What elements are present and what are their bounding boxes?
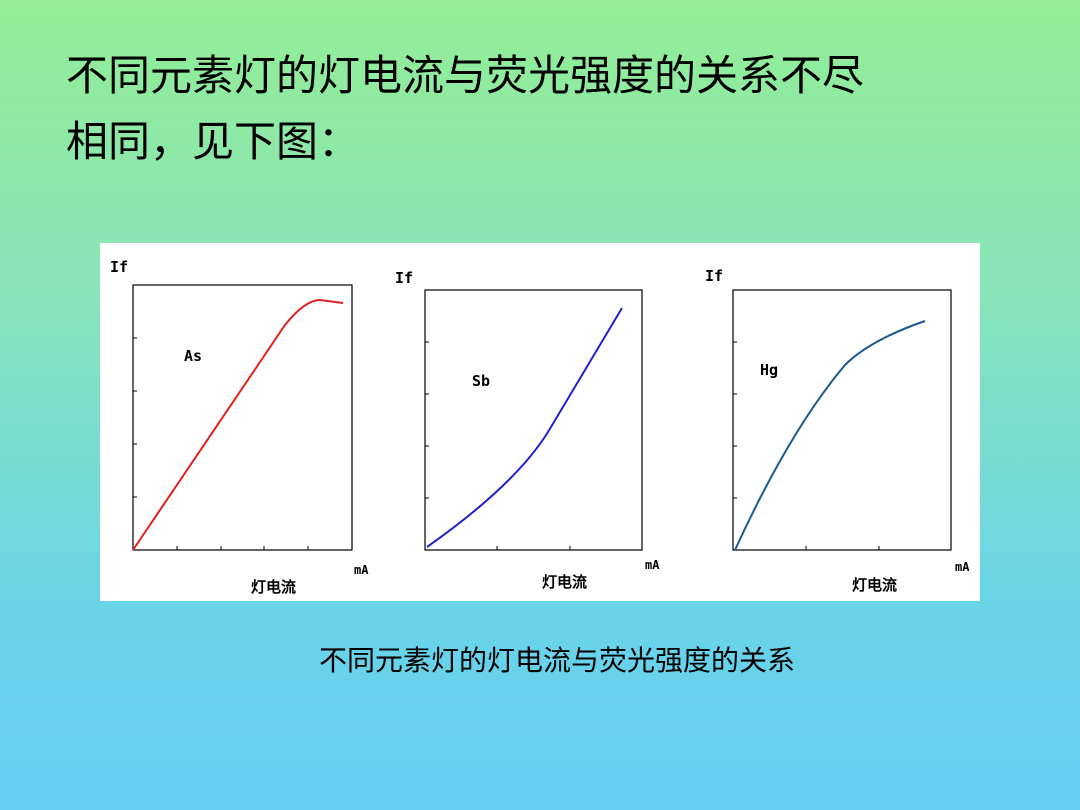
title-line: 不同元素灯的灯电流与荧光强度的关系不尽 (66, 51, 865, 100)
x-unit: mA (645, 558, 660, 572)
curve-as (132, 298, 344, 551)
curve-label: Hg (760, 361, 778, 379)
curve-label: Sb (472, 372, 490, 390)
x-label: 灯电流 (251, 578, 296, 596)
x-unit: mA (955, 560, 970, 574)
y-label: If (705, 267, 723, 285)
title-line: 相同，见下图： (66, 117, 361, 166)
x-label: 灯电流 (852, 576, 897, 594)
x-label: 灯电流 (542, 573, 587, 591)
y-label: If (110, 258, 128, 276)
curve-hg (734, 320, 926, 551)
y-label: If (395, 269, 413, 287)
curve-label: As (184, 347, 202, 365)
axes (132, 284, 952, 551)
figure-panel (100, 243, 980, 601)
curve-sb (426, 307, 623, 548)
caption: 不同元素灯的灯电流与荧光强度的关系 (319, 644, 795, 677)
ticks (133, 337, 880, 550)
x-unit: mA (354, 563, 369, 577)
